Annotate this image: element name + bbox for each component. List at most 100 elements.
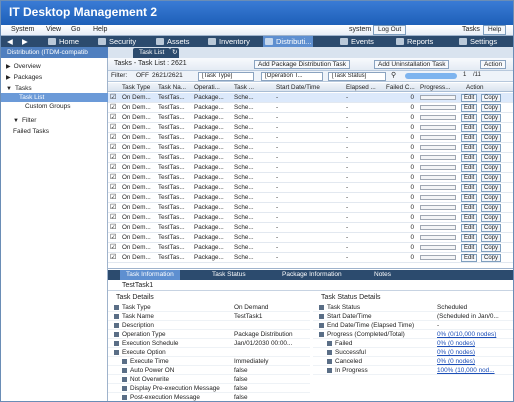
col-task-type[interactable]: Task Type: [122, 84, 151, 91]
edit-button[interactable]: Edit: [461, 254, 478, 262]
tab-package-information[interactable]: Package Information: [282, 271, 342, 278]
edit-button[interactable]: Edit: [461, 104, 478, 112]
row-checkbox[interactable]: ☑: [110, 174, 117, 181]
task-row[interactable]: ☑ On Dem... TestTas... Package... Sche... - - 0…: [108, 183, 513, 193]
edit-button[interactable]: Edit: [461, 184, 478, 192]
edit-button[interactable]: Edit: [461, 174, 478, 182]
tasks-link[interactable]: Tasks: [462, 26, 480, 33]
edit-button[interactable]: Edit: [461, 164, 478, 172]
left-overview[interactable]: ▶ Overview: [6, 63, 41, 70]
copy-button[interactable]: Copy: [481, 204, 502, 212]
nav-home[interactable]: Home: [46, 36, 81, 47]
copy-button[interactable]: Copy: [481, 114, 502, 122]
copy-button[interactable]: Copy: [481, 144, 502, 152]
edit-button[interactable]: Edit: [461, 204, 478, 212]
col-progress[interactable]: Progress...: [420, 84, 451, 91]
row-checkbox[interactable]: ☑: [110, 154, 117, 161]
task-row[interactable]: ☑ On Dem... TestTas... Package... Sche... - - 0…: [108, 233, 513, 243]
copy-button[interactable]: Copy: [481, 164, 502, 172]
copy-button[interactable]: Copy: [481, 134, 502, 142]
edit-button[interactable]: Edit: [461, 234, 478, 242]
menu-system[interactable]: System: [11, 26, 35, 33]
detail-value[interactable]: 0% (0/10,000 nodes): [437, 331, 497, 338]
edit-button[interactable]: Edit: [461, 124, 478, 132]
detail-value[interactable]: 0% (0 nodes): [437, 340, 476, 347]
filter-slider[interactable]: [405, 73, 457, 79]
row-checkbox[interactable]: ☑: [110, 164, 117, 171]
copy-button[interactable]: Copy: [481, 104, 502, 112]
nav-events[interactable]: Events: [338, 36, 376, 47]
task-row[interactable]: ☑ On Dem... TestTas... Package... Sche... - - 0…: [108, 163, 513, 173]
edit-button[interactable]: Edit: [461, 134, 478, 142]
row-checkbox[interactable]: ☑: [110, 214, 117, 221]
task-row[interactable]: ☑ On Dem... TestTas... Package... Sche... - - 0…: [108, 113, 513, 123]
col-task-name[interactable]: Task Na...: [158, 84, 186, 91]
task-row[interactable]: ☑ On Dem... TestTas... Package... Sche... - - 0…: [108, 213, 513, 223]
left-tasks[interactable]: ▼ Tasks: [6, 85, 32, 92]
row-checkbox[interactable]: ☑: [110, 104, 117, 111]
copy-button[interactable]: Copy: [481, 94, 502, 102]
row-checkbox[interactable]: ☑: [110, 204, 117, 211]
edit-button[interactable]: Edit: [461, 114, 478, 122]
task-row[interactable]: ☑ On Dem... TestTas... Package... Sche... - - 0…: [108, 193, 513, 203]
help-button[interactable]: Help: [483, 25, 507, 35]
task-row[interactable]: ☑ On Dem... TestTas... Package... Sche... - - 0…: [108, 203, 513, 213]
row-checkbox[interactable]: ☑: [110, 194, 117, 201]
nav-settings[interactable]: Settings: [457, 36, 499, 47]
left-task-list[interactable]: Task List: [1, 93, 108, 102]
copy-button[interactable]: Copy: [481, 124, 502, 132]
operation-type-filter[interactable]: [Operation T...: [261, 72, 323, 81]
action-button[interactable]: Action: [480, 60, 507, 69]
task-status-filter[interactable]: [Task Status]: [328, 72, 386, 81]
funnel-icon[interactable]: ⚲: [391, 72, 397, 79]
detail-value[interactable]: 0% (0 nodes): [437, 349, 476, 356]
copy-button[interactable]: Copy: [481, 174, 502, 182]
logout-button[interactable]: Log Out: [373, 25, 407, 35]
add-package-distribution-task-button[interactable]: Add Package Distribution Task: [254, 60, 351, 69]
left-failed-tasks[interactable]: Failed Tasks: [13, 128, 50, 135]
tab-task-list[interactable]: Task List: [133, 48, 171, 58]
col-failed-count[interactable]: Failed C...: [386, 84, 415, 91]
menu-go[interactable]: Go: [71, 26, 81, 33]
add-uninstallation-task-button[interactable]: Add Uninstallation Task: [374, 60, 450, 69]
row-checkbox[interactable]: ☑: [110, 94, 117, 101]
tab-task-information[interactable]: Task Information: [120, 270, 180, 280]
row-checkbox[interactable]: ☑: [110, 254, 117, 261]
menu-help[interactable]: Help: [93, 26, 108, 33]
copy-button[interactable]: Copy: [481, 254, 502, 262]
col-task-status[interactable]: Task ...: [234, 84, 254, 91]
copy-button[interactable]: Copy: [481, 154, 502, 162]
edit-button[interactable]: Edit: [461, 94, 478, 102]
col-elapsed[interactable]: Elapsed ...: [346, 84, 376, 91]
task-row[interactable]: ☑ On Dem... TestTas... Package... Sche... - - 0…: [108, 173, 513, 183]
refresh-icon[interactable]: ↻: [170, 48, 180, 58]
col-start-datetime[interactable]: Start Date/Time: [276, 84, 320, 91]
edit-button[interactable]: Edit: [461, 194, 478, 202]
row-checkbox[interactable]: ☑: [110, 114, 117, 121]
copy-button[interactable]: Copy: [481, 224, 502, 232]
task-row[interactable]: ☑ On Dem... TestTas... Package... Sche... - - 0…: [108, 243, 513, 253]
edit-button[interactable]: Edit: [461, 224, 478, 232]
task-row[interactable]: ☑ On Dem... TestTas... Package... Sche... - - 0…: [108, 133, 513, 143]
row-checkbox[interactable]: ☑: [110, 134, 117, 141]
row-checkbox[interactable]: ☑: [110, 184, 117, 191]
copy-button[interactable]: Copy: [481, 234, 502, 242]
tab-task-status[interactable]: Task Status: [212, 271, 246, 278]
copy-button[interactable]: Copy: [481, 244, 502, 252]
page-input[interactable]: 1: [463, 72, 467, 78]
forward-icon[interactable]: ▶: [22, 37, 28, 46]
row-checkbox[interactable]: ☑: [110, 244, 117, 251]
row-checkbox[interactable]: ☑: [110, 234, 117, 241]
left-custom-groups[interactable]: Custom Groups: [25, 103, 71, 110]
nav-distribution[interactable]: Distributi...: [263, 36, 314, 47]
nav-security[interactable]: Security: [96, 36, 138, 47]
copy-button[interactable]: Copy: [481, 214, 502, 222]
edit-button[interactable]: Edit: [461, 214, 478, 222]
tab-notes[interactable]: Notes: [374, 271, 391, 278]
copy-button[interactable]: Copy: [481, 184, 502, 192]
left-filter[interactable]: ▼ Filter: [13, 117, 37, 124]
col-action[interactable]: Action: [466, 84, 484, 91]
menu-view[interactable]: View: [46, 26, 62, 33]
row-checkbox[interactable]: ☑: [110, 124, 117, 131]
col-operation[interactable]: Operati...: [194, 84, 220, 91]
